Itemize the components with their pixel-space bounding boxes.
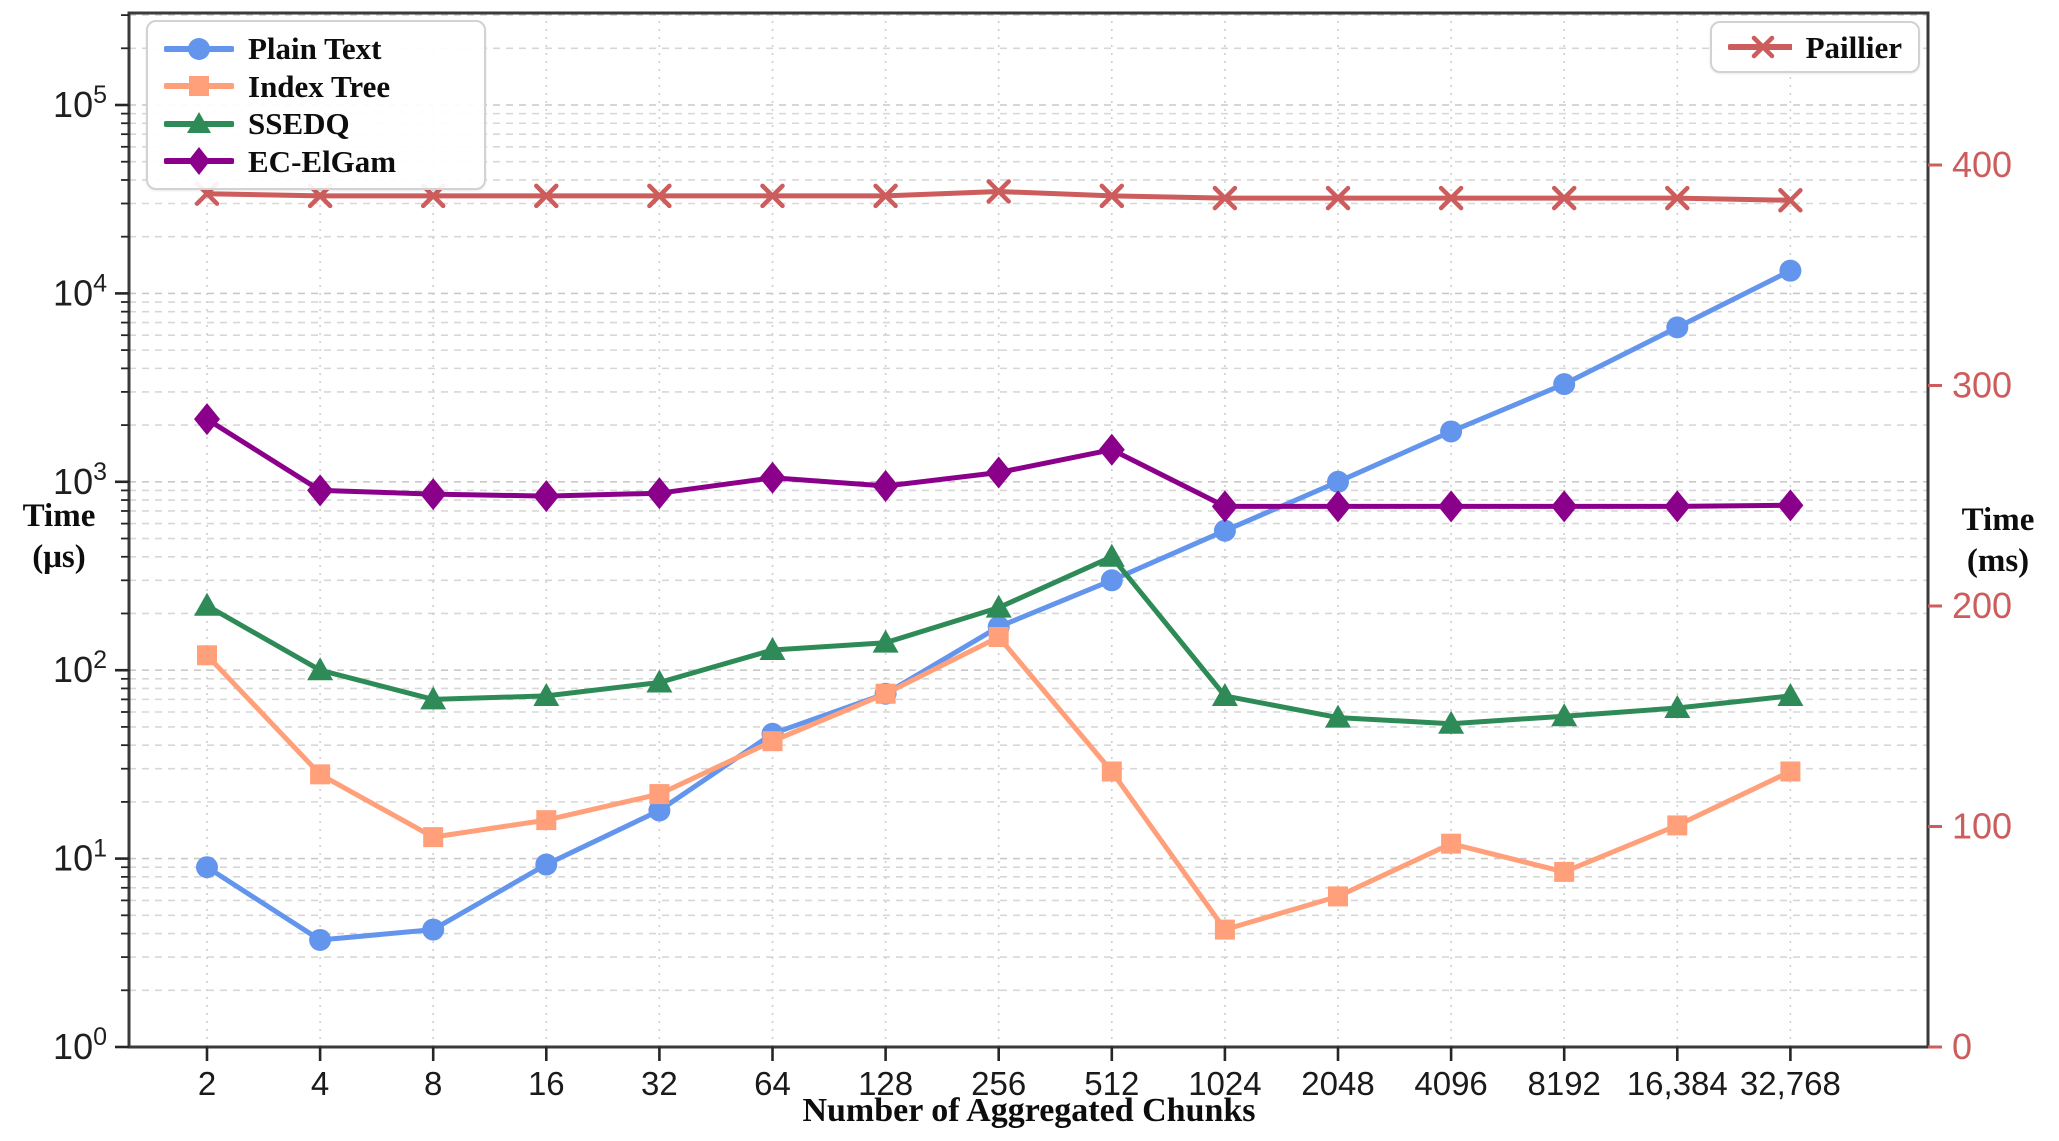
x-tick-label-1024: 1024 [1188, 1065, 1261, 1102]
right-tick-label-400: 400 [1952, 144, 2012, 185]
left-tick-label-1e3: 103 [53, 458, 107, 502]
left-axis-tick-labels: 100 101 102 103 104 105 [53, 81, 107, 1067]
x-tick-label-4096: 4096 [1414, 1065, 1487, 1102]
left-axis-title-line2: (μs) [32, 539, 86, 576]
x-tick-label-2: 2 [198, 1065, 216, 1102]
right-tick-label-300: 300 [1952, 365, 2012, 406]
legend-label-ssedq: SSEDQ [248, 106, 350, 142]
plain-text-line-marker-icon [164, 37, 234, 60]
left-tick-label-1e2: 102 [53, 646, 107, 690]
legend-label-ec-elgamal: EC-ElGam [248, 143, 397, 179]
index-tree-line-marker-icon [164, 76, 234, 97]
x-tick-label-256: 256 [971, 1065, 1026, 1102]
right-axis-title: Time (ms) [1942, 500, 2054, 583]
legend-label-index-tree: Index Tree [248, 68, 391, 104]
legend-entry-ec-elgamal: EC-ElGam [164, 145, 468, 177]
x-tick-label-8192: 8192 [1527, 1065, 1600, 1102]
left-tick-label-1e1: 101 [53, 835, 107, 879]
x-tick-label-2048: 2048 [1301, 1065, 1374, 1102]
x-tick-label-128: 128 [858, 1065, 913, 1102]
x-tick-label-16: 16 [528, 1065, 565, 1102]
left-tick-label-1e5: 105 [53, 81, 107, 125]
x-tick-label-32768: 32,768 [1740, 1065, 1841, 1102]
paillier-line-marker-icon [1728, 35, 1792, 59]
x-axis-title: Number of Aggregated Chunks [802, 1092, 1256, 1129]
left-axis-title: Time (μs) [4, 496, 114, 579]
legend-entry-plain-text: Plain Text [164, 33, 468, 65]
right-tick-label-0: 0 [1952, 1026, 1972, 1067]
right-tick-label-100: 100 [1952, 806, 2012, 847]
left-tick-label-1e0: 100 [53, 1023, 107, 1067]
ec-elgamal-line-marker-icon [164, 147, 234, 176]
right-tick-label-200: 200 [1952, 585, 2012, 626]
x-tick-label-8: 8 [424, 1065, 442, 1102]
series-plain-text [196, 259, 1802, 951]
series-index-tree [197, 627, 1801, 940]
legend-entry-paillier: Paillier [1728, 31, 1902, 63]
ssedq-line-marker-icon [164, 111, 234, 133]
legend-main: Plain Text Index Tree SSEDQ EC-ElGam [146, 20, 486, 190]
series-ec-elgam [194, 403, 1804, 523]
legend-entry-ssedq: SSEDQ [164, 108, 468, 140]
legend-label-paillier: Paillier [1805, 29, 1902, 65]
right-axis-ticks: 0 100 200 300 400 [1928, 144, 2012, 1067]
right-axis-title-line1: Time [1961, 502, 2035, 538]
legend-paillier: Paillier [1710, 21, 1920, 73]
left-axis-title-line1: Time [22, 498, 96, 534]
x-tick-label-4: 4 [311, 1065, 329, 1102]
series-ssedq [194, 543, 1804, 734]
x-tick-label-32: 32 [641, 1065, 678, 1102]
x-tick-label-16384: 16,384 [1627, 1065, 1728, 1102]
right-axis-title-line2: (ms) [1966, 543, 2030, 580]
legend-entry-index-tree: Index Tree [164, 70, 468, 102]
x-axis-ticks: 2 4 8 16 32 64 128 256 512 1024 2048 4096 8192 16,384… [198, 1047, 1841, 1102]
legend-label-plain-text: Plain Text [248, 31, 382, 67]
left-axis-ticks [115, 14, 129, 1049]
left-tick-label-1e4: 104 [53, 269, 107, 313]
x-tick-label-64: 64 [754, 1065, 791, 1102]
x-tick-label-512: 512 [1084, 1065, 1139, 1102]
plot-border [127, 11, 1930, 1049]
